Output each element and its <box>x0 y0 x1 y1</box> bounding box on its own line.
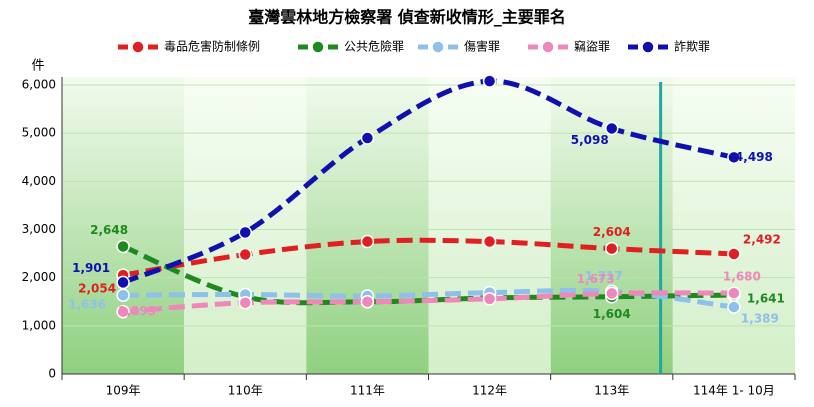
point <box>605 241 619 256</box>
point <box>238 295 252 310</box>
legend-marker <box>131 40 145 54</box>
data-label: 1,680 <box>723 270 761 284</box>
x-tick-label: 114年 1- 10月 <box>693 384 775 398</box>
y-tick-label: 0 <box>48 367 56 381</box>
data-label: 2,604 <box>593 225 631 239</box>
series-line <box>122 78 735 285</box>
legend-marker <box>641 40 655 54</box>
data-label: 1,389 <box>741 312 779 326</box>
point <box>116 275 130 290</box>
data-label: 1,717 <box>585 269 623 283</box>
band <box>184 77 307 374</box>
chart-title: 臺灣雲林地方檢察署 偵查新收情形_主要罪名 <box>248 8 566 27</box>
legend-marker <box>541 40 555 54</box>
legend-marker <box>311 40 325 54</box>
band <box>62 77 185 374</box>
point <box>727 247 741 261</box>
series-line <box>123 287 735 310</box>
point <box>727 150 741 165</box>
legend-label: 毒品危害防制條例 <box>164 39 260 54</box>
series-line <box>122 290 734 315</box>
point <box>116 304 130 319</box>
point <box>360 131 375 145</box>
y-tick-label: 2,000 <box>22 270 56 284</box>
data-label: 5,098 <box>571 133 609 147</box>
data-label: 1,641 <box>747 291 785 305</box>
legend-label: 竊盜罪 <box>574 39 610 54</box>
series-line <box>122 237 735 278</box>
y-axis-label: 件 <box>31 59 44 74</box>
point <box>482 292 497 306</box>
point <box>727 286 741 300</box>
point <box>360 234 375 249</box>
y-tick-label: 1,000 <box>22 318 56 332</box>
legend-label: 公共危險罪 <box>344 39 404 54</box>
band <box>672 77 795 374</box>
legend-marker <box>431 40 445 54</box>
point <box>360 295 375 309</box>
data-label: 1,901 <box>72 261 110 275</box>
point <box>605 121 619 136</box>
data-label: 1,604 <box>593 307 631 321</box>
legend-label: 傷害罪 <box>464 39 500 54</box>
point <box>482 74 497 88</box>
point <box>482 234 497 249</box>
point <box>238 225 252 240</box>
point <box>238 247 252 262</box>
y-tick-label: 3,000 <box>22 222 56 236</box>
point <box>727 300 741 314</box>
y-tick-label: 4,000 <box>22 174 56 188</box>
data-label: 1,636 <box>68 298 106 312</box>
band <box>428 77 551 374</box>
point <box>605 286 619 301</box>
point <box>116 239 130 254</box>
data-label: 2,492 <box>743 232 781 246</box>
x-tick-label: 110年 <box>228 384 263 398</box>
x-tick-label: 112年 <box>472 384 507 398</box>
data-label: 2,054 <box>78 282 116 296</box>
y-tick-label: 5,000 <box>22 126 56 140</box>
legend-label: 詐欺罪 <box>674 39 710 54</box>
x-tick-label: 109年 <box>106 384 141 398</box>
data-label: 4,498 <box>735 150 773 164</box>
data-label: 2,648 <box>90 223 128 237</box>
y-tick-label: 6,000 <box>22 78 56 92</box>
x-tick-label: 113年 <box>594 384 629 398</box>
x-tick-label: 111年 <box>350 384 385 398</box>
data-label: 1,293 <box>118 304 156 318</box>
point <box>116 288 130 302</box>
band <box>306 77 429 374</box>
data-label: 1,673 <box>577 272 615 286</box>
